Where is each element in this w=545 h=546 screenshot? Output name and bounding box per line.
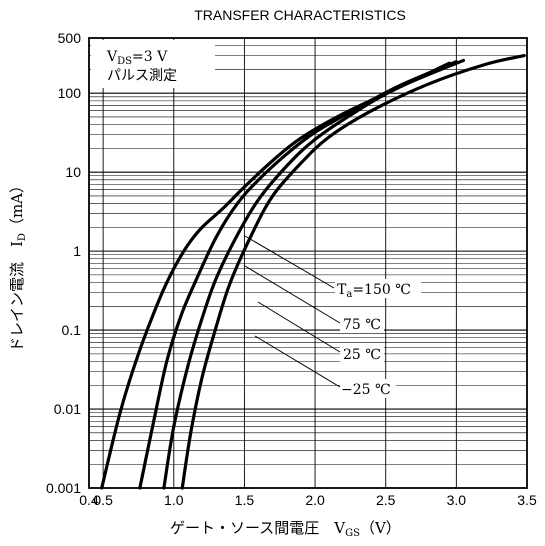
y-axis-label-main: ドレイン電流 I [8,241,26,352]
y-tick-labels: 0.001 0.01 0.1 1 10 100 500 [46,30,81,496]
chart-title: TRANSFER CHARACTERISTICS [194,7,406,23]
y-tick-label: 10 [65,164,81,180]
condition-line1: VDS=3 V [106,49,168,67]
y-tick-label: 0.001 [46,480,81,496]
plot-frame [88,37,528,489]
leader-75 [244,265,341,324]
label-bg-m25 [340,379,396,398]
y-tick-label: 0.1 [62,322,82,338]
curve-labels: Ta=150 ℃ 75 ℃ 25 ℃ −25 ℃ [244,235,421,398]
leader-25 [257,301,341,353]
label-75: 75 ℃ [343,317,381,333]
x-tick-label: 0.5 [93,492,113,508]
condition-box-bg [91,40,215,88]
x-tick-label: 1.0 [164,492,184,508]
label-bg-150 [335,279,421,298]
x-tick-label: 3.0 [447,492,467,508]
series-line-0 [100,61,451,490]
vds-symbol: V [106,49,118,65]
x-tick-label: 1.5 [235,492,255,508]
series-line-2 [162,58,466,490]
ta-150-value: =150 ℃ [352,282,411,298]
vds-value: =3 V [132,49,168,65]
y-tick-label: 0.01 [54,401,81,417]
x-axis-label-sub: GS [345,528,360,539]
ta-subscript: a [346,289,352,300]
grid [89,37,528,489]
x-tick-label: 3.5 [517,492,537,508]
x-tick-label: 0.4 [79,492,99,508]
y-tick-label: 100 [58,85,82,101]
vds-subscript: DS [117,56,132,67]
x-tick-labels: 0.40.5 1.0 1.5 2.0 2.5 3.0 3.5 [79,492,537,508]
x-axis-label-unit: （V） [360,519,401,537]
x-axis-label: ゲート・ソース間電圧 VGS（V） [170,519,401,539]
leader-m25 [254,335,341,388]
y-tick-label: 500 [58,30,82,46]
y-tick-label: 1 [73,243,81,259]
series-line-1 [138,60,458,490]
y-axis-label-sub: D [17,233,28,241]
label-ta-150: Ta=150 ℃ [337,282,411,300]
x-tick-label: 2.0 [305,492,325,508]
label-25: 25 ℃ [343,347,381,363]
x-tick-label: 2.5 [376,492,396,508]
label-bg-75 [340,314,384,333]
x-axis-label-main: ゲート・ソース間電圧 V [170,519,346,537]
leader-150 [244,235,335,289]
condition-box: VDS=3 V パルス測定 [91,40,215,88]
y-axis-label-unit: （mA） [8,178,26,233]
label-m25: −25 ℃ [341,382,391,398]
y-axis-label: ドレイン電流 ID（mA） [8,178,28,352]
series-line-3 [180,53,526,490]
label-bg-25 [340,344,384,363]
curves [100,53,526,490]
ta-symbol: T [337,282,347,298]
condition-line2: パルス測定 [107,68,177,84]
